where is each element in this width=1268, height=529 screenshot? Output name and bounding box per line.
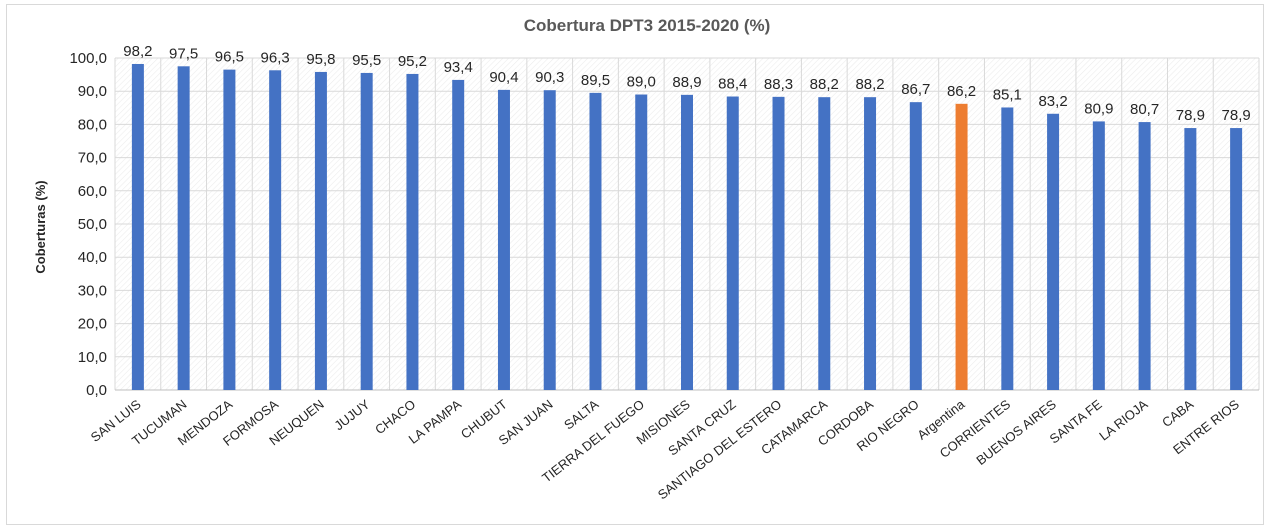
y-tick-label: 40,0: [78, 249, 107, 266]
bar: [726, 96, 739, 391]
bar: [818, 97, 831, 391]
y-tick-label: 20,0: [78, 316, 107, 333]
data-label: 78,9: [1222, 107, 1251, 124]
x-tick-label: CABA: [1159, 396, 1196, 430]
y-tick-label: 80,0: [78, 116, 107, 133]
data-label: 89,5: [581, 72, 610, 89]
bar: [497, 89, 510, 390]
data-label: 95,8: [306, 51, 335, 68]
data-label: 96,3: [261, 49, 290, 66]
data-label: 95,2: [398, 53, 427, 70]
y-tick-label: 30,0: [78, 282, 107, 299]
bar: [1230, 128, 1243, 390]
bar: [543, 90, 556, 390]
bar: [864, 97, 877, 391]
data-label: 78,9: [1176, 107, 1205, 124]
bar: [223, 69, 236, 391]
data-label: 93,4: [444, 59, 473, 76]
bar: [360, 72, 373, 390]
y-axis-label: Coberturas (%): [33, 180, 48, 273]
bar-chart: Cobertura DPT3 2015-2020 (%) Coberturas …: [33, 16, 1260, 502]
x-tick-label: LA RIOJA: [1096, 396, 1150, 443]
data-label: 90,3: [535, 69, 564, 86]
bar: [589, 92, 602, 391]
data-label: 90,4: [489, 69, 518, 86]
data-label: 85,1: [993, 86, 1022, 103]
data-label: 80,7: [1130, 101, 1159, 118]
chart-title: Cobertura DPT3 2015-2020 (%): [524, 16, 771, 35]
y-tick-label: 10,0: [78, 349, 107, 366]
bar: [131, 63, 144, 390]
data-label: 97,5: [169, 45, 198, 62]
bar: [772, 96, 785, 391]
bar: [681, 94, 693, 391]
bar: [314, 71, 327, 390]
bar: [1047, 113, 1060, 390]
data-label: 80,9: [1084, 100, 1113, 117]
data-label: 86,2: [947, 83, 976, 100]
bar: [1092, 121, 1105, 391]
y-tick-label: 90,0: [78, 83, 107, 100]
bar: [269, 70, 282, 390]
bar: [955, 103, 968, 390]
data-label: 89,0: [627, 74, 656, 91]
data-label: 88,2: [810, 76, 839, 93]
data-label: 88,3: [764, 76, 793, 93]
bar: [406, 73, 419, 390]
y-tick-label: 50,0: [78, 216, 107, 233]
data-label: 86,7: [901, 81, 930, 98]
data-label: 88,2: [855, 76, 884, 93]
y-tick-label: 0,0: [86, 382, 107, 399]
data-label: 95,5: [352, 52, 381, 69]
plot-area: 0,0 10,0 20,0 30,0 40,0 50,0 60,0 70,0 80,0 90,0 1…: [69, 43, 1260, 502]
x-tick-label: BUENOS AIRES: [973, 396, 1059, 468]
bar: [1184, 128, 1197, 390]
bar: [177, 66, 190, 391]
data-label: 98,2: [123, 43, 152, 60]
bar: [635, 94, 648, 391]
y-tick-label: 70,0: [78, 150, 107, 167]
chart-frame: Cobertura DPT3 2015-2020 (%) Coberturas …: [6, 4, 1264, 525]
data-label: 96,5: [215, 49, 244, 66]
x-tick-label: JUJUY: [331, 396, 372, 433]
data-label: 88,4: [718, 76, 747, 93]
bar: [1001, 107, 1014, 390]
x-tick-label: SALTA: [561, 396, 601, 432]
bar: [452, 79, 465, 391]
y-tick-label: 60,0: [78, 183, 107, 200]
data-label: 88,9: [672, 74, 701, 91]
bar: [909, 102, 922, 390]
y-tick-label: 100,0: [69, 50, 107, 67]
data-label: 83,2: [1038, 93, 1067, 110]
bar: [1138, 122, 1151, 391]
